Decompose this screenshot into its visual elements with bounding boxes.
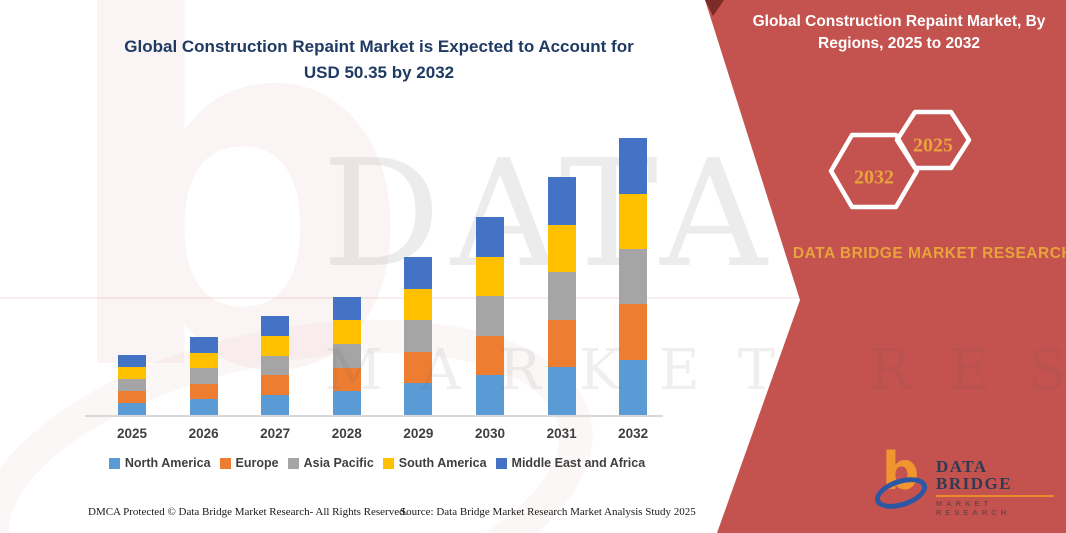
watermark-divider-line <box>0 297 800 299</box>
legend-label: Asia Pacific <box>303 456 374 470</box>
legend-item-middle-east-and-africa: Middle East and Africa <box>495 456 646 470</box>
bar-2026-segment-middle-east-and-africa <box>189 336 218 353</box>
brand-text: DATA BRIDGE MARKET RESEARCH <box>792 245 1066 262</box>
bar-2030-segment-north-america <box>476 375 504 415</box>
x-axis-label-2028: 2028 <box>331 426 362 441</box>
bar-2030 <box>476 217 504 415</box>
bar-2026-segment-asia-pacific <box>189 368 218 384</box>
bar-2030-segment-europe <box>476 335 504 376</box>
bar-2032-segment-asia-pacific <box>619 248 648 305</box>
bar-2027-segment-asia-pacific <box>261 355 290 376</box>
bar-2029-segment-middle-east-and-africa <box>404 257 433 289</box>
legend-label: South America <box>398 456 487 470</box>
bar-2025-segment-middle-east-and-africa <box>118 355 146 368</box>
logo-tagline: MARKET RESEARCH <box>936 499 1011 517</box>
bar-2032-segment-south-america <box>619 193 648 249</box>
panel-title: Global Construction Repaint Market, By R… <box>752 13 1046 53</box>
hexagon-2032-label: 2032 <box>854 167 894 189</box>
legend-swatch-icon <box>495 457 507 469</box>
x-axis-line <box>85 415 663 417</box>
bar-2030-segment-asia-pacific <box>476 296 504 336</box>
bar-2032 <box>619 138 648 415</box>
legend-item-europe: Europe <box>219 456 279 470</box>
bar-2028-segment-middle-east-and-africa <box>332 296 361 321</box>
bar-2026-segment-europe <box>189 383 218 400</box>
bar-2028 <box>332 296 361 415</box>
logo-swoosh-icon <box>870 471 932 515</box>
bar-2027 <box>261 316 290 415</box>
bar-2025-segment-south-america <box>118 367 146 380</box>
legend-swatch-icon <box>219 457 231 469</box>
legend-label: Europe <box>235 456 279 470</box>
bar-2031-segment-north-america <box>547 367 576 415</box>
hexagon-2032 <box>828 132 920 210</box>
bar-2029-segment-south-america <box>404 288 433 321</box>
bar-2031-segment-middle-east-and-africa <box>547 176 576 225</box>
legend-item-south-america: South America <box>382 456 487 470</box>
chart-title: Global Construction Repaint Market is Ex… <box>124 37 634 83</box>
bar-2025-segment-north-america <box>118 403 146 415</box>
bar-2028-segment-europe <box>332 367 361 392</box>
logo-b-glyph: b <box>882 442 920 502</box>
x-axis-label-2031: 2031 <box>546 426 577 441</box>
data-bridge-logo: b DATA BRIDGE MARKET RESEARCH <box>870 443 1066 517</box>
bar-2029 <box>404 257 433 415</box>
legend-item-north-america: North America <box>108 456 211 470</box>
bar-2028-segment-south-america <box>332 320 361 345</box>
bar-2028-segment-north-america <box>332 391 361 415</box>
x-axis-label-2026: 2026 <box>188 426 219 441</box>
legend-label: North America <box>124 456 211 470</box>
stacked-bar-plot <box>88 130 666 415</box>
bar-2025 <box>118 355 146 415</box>
bar-2030-segment-south-america <box>476 256 504 297</box>
bar-2031-segment-asia-pacific <box>547 272 576 320</box>
bar-2026-segment-north-america <box>189 399 218 415</box>
watermark-text-line2: MARKET RESEARCH <box>325 338 1066 403</box>
bar-2025-segment-asia-pacific <box>118 379 146 392</box>
bar-2027-segment-middle-east-and-africa <box>261 316 290 336</box>
logo-name: DATA BRIDGE <box>936 457 1013 493</box>
data-bridge-logo-icon: b <box>870 443 932 515</box>
bar-2029-segment-north-america <box>404 383 433 415</box>
bar-2031-segment-south-america <box>547 224 576 273</box>
footer-source-text: Source: Data Bridge Market Research Mark… <box>400 506 696 518</box>
x-axis-label-2029: 2029 <box>403 426 434 441</box>
x-axis-label-2027: 2027 <box>260 426 291 441</box>
bar-2031-segment-europe <box>547 319 576 368</box>
bar-2029-segment-europe <box>404 351 433 384</box>
legend-label: Middle East and Africa <box>511 456 646 470</box>
x-axis-label-2032: 2032 <box>618 426 649 441</box>
chart-legend: North America Europe Asia Pacific South Ame… <box>80 456 674 470</box>
year-hexagons: 2025 2032 <box>828 109 972 210</box>
bar-2026 <box>189 336 218 415</box>
legend-swatch-icon <box>382 457 394 469</box>
hexagon-2025-label: 2025 <box>913 135 953 157</box>
bar-2032-segment-north-america <box>619 359 648 415</box>
x-axis-label-2030: 2030 <box>474 426 506 441</box>
bar-2026-segment-south-america <box>189 352 218 369</box>
legend-swatch-icon <box>287 457 299 469</box>
x-axis-label-2025: 2025 <box>116 426 148 441</box>
logo-underline <box>936 495 1054 497</box>
bar-2025-segment-europe <box>118 391 146 404</box>
bar-2032-segment-middle-east-and-africa <box>619 138 648 194</box>
bar-2030-segment-middle-east-and-africa <box>476 217 504 257</box>
bar-2031 <box>547 176 576 415</box>
bar-2027-segment-europe <box>261 375 290 396</box>
bar-2032-segment-europe <box>619 304 648 360</box>
bar-2027-segment-north-america <box>261 395 290 415</box>
bar-2029-segment-asia-pacific <box>404 320 433 352</box>
bar-2027-segment-south-america <box>261 335 290 356</box>
bar-2028-segment-asia-pacific <box>332 344 361 368</box>
legend-item-asia-pacific: Asia Pacific <box>287 456 374 470</box>
footer-dmca-text: DMCA Protected © Data Bridge Market Rese… <box>88 506 408 518</box>
legend-swatch-icon <box>108 457 120 469</box>
